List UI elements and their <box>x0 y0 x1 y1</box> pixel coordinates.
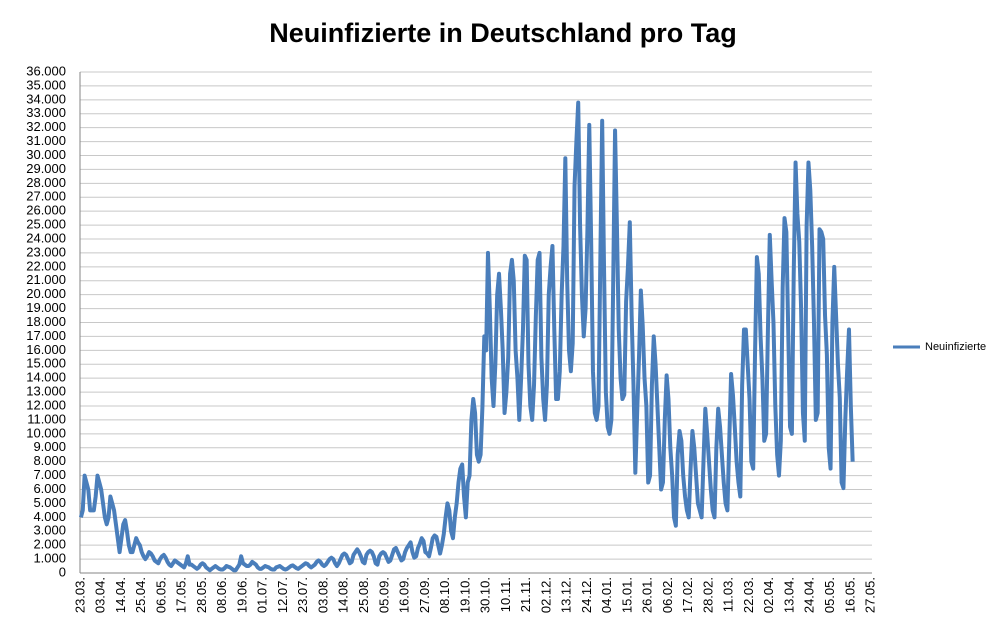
y-tick-label: 28.000 <box>26 175 66 190</box>
y-tick-label: 23.000 <box>26 244 66 259</box>
x-tick-label: 12.07. <box>275 577 290 613</box>
y-tick-label: 4.000 <box>33 509 66 524</box>
x-tick-label: 04.01. <box>599 577 614 613</box>
x-tick-label: 16.09. <box>397 577 412 613</box>
y-tick-label: 15.000 <box>26 356 66 371</box>
x-tick-label: 08.10. <box>437 577 452 613</box>
y-tick-label: 2.000 <box>33 537 66 552</box>
x-tick-label: 23.03. <box>72 577 87 613</box>
y-tick-label: 27.000 <box>26 189 66 204</box>
x-tick-label: 01.07. <box>255 577 270 613</box>
y-tick-label: 21.000 <box>26 272 66 287</box>
x-tick-label: 05.09. <box>376 577 391 613</box>
y-tick-label: 34.000 <box>26 91 66 106</box>
x-tick-label: 15.01. <box>619 577 634 613</box>
y-tick-label: 36.000 <box>26 63 66 78</box>
x-tick-label: 13.04. <box>781 577 796 613</box>
y-tick-label: 29.000 <box>26 161 66 176</box>
x-tick-label: 17.05. <box>174 577 189 613</box>
y-tick-label: 8.000 <box>33 453 66 468</box>
y-tick-label: 14.000 <box>26 370 66 385</box>
x-tick-label: 25.08. <box>356 577 371 613</box>
x-tick-label: 26.01. <box>640 577 655 613</box>
x-tick-label: 02.04. <box>761 577 776 613</box>
y-tick-label: 7.000 <box>33 467 66 482</box>
y-tick-label: 5.000 <box>33 495 66 510</box>
x-tick-label: 17.02. <box>680 577 695 613</box>
x-tick-label: 19.06. <box>234 577 249 613</box>
x-tick-label: 24.04. <box>802 577 817 613</box>
y-tick-label: 1.000 <box>33 551 66 566</box>
x-tick-label: 25.04. <box>133 577 148 613</box>
x-tick-label: 03.04. <box>93 577 108 613</box>
x-tick-label: 06.02. <box>660 577 675 613</box>
y-tick-label: 25.000 <box>26 217 66 232</box>
x-tick-label: 27.09. <box>417 577 432 613</box>
x-tick-label: 23.07. <box>295 577 310 613</box>
x-tick-label: 13.12. <box>559 577 574 613</box>
x-tick-label: 03.08. <box>315 577 330 613</box>
x-tick-label: 27.05. <box>863 577 878 613</box>
x-tick-label: 19.10. <box>457 577 472 613</box>
x-tick-label: 14.04. <box>113 577 128 613</box>
data-line <box>78 100 855 573</box>
x-tick-label: 28.05. <box>194 577 209 613</box>
legend-label: Neuinfizierte <box>925 341 986 353</box>
x-tick-label: 21.11. <box>518 577 533 612</box>
x-tick-label: 14.08. <box>336 577 351 613</box>
y-tick-label: 22.000 <box>26 258 66 273</box>
y-tick-label: 31.000 <box>26 133 66 148</box>
y-tick-label: 30.000 <box>26 147 66 162</box>
y-tick-label: 9.000 <box>33 439 66 454</box>
y-tick-label: 19.000 <box>26 300 66 315</box>
y-tick-label: 32.000 <box>26 119 66 134</box>
y-tick-label: 0 <box>59 564 66 579</box>
chart-title: Neuinfizierte in Deutschland pro Tag <box>269 18 737 48</box>
y-tick-label: 26.000 <box>26 203 66 218</box>
y-tick-label: 16.000 <box>26 342 66 357</box>
y-tick-label: 35.000 <box>26 77 66 92</box>
y-tick-label: 12.000 <box>26 397 66 412</box>
x-tick-label: 05.05. <box>822 577 837 613</box>
y-tick-label: 20.000 <box>26 286 66 301</box>
x-tick-label: 30.10. <box>478 577 493 613</box>
x-tick-label: 22.03. <box>741 577 756 613</box>
y-tick-label: 6.000 <box>33 481 66 496</box>
y-tick-label: 11.000 <box>27 411 66 426</box>
y-tick-label: 10.000 <box>26 425 66 440</box>
x-tick-label: 24.12. <box>579 577 594 613</box>
x-tick-label: 28.02. <box>700 577 715 613</box>
x-tick-label: 16.05. <box>842 577 857 613</box>
x-tick-label: 02.12. <box>538 577 553 613</box>
x-tick-label: 10.11. <box>498 577 513 612</box>
y-tick-label: 33.000 <box>26 105 66 120</box>
y-tick-label: 13.000 <box>26 384 66 399</box>
x-tick-label: 06.05. <box>153 577 168 613</box>
x-tick-label: 11.03. <box>721 577 736 612</box>
y-tick-label: 3.000 <box>33 523 66 538</box>
y-tick-label: 24.000 <box>26 230 66 245</box>
y-tick-label: 18.000 <box>26 314 66 329</box>
x-tick-label: 08.06. <box>214 577 229 613</box>
y-tick-label: 17.000 <box>26 328 66 343</box>
